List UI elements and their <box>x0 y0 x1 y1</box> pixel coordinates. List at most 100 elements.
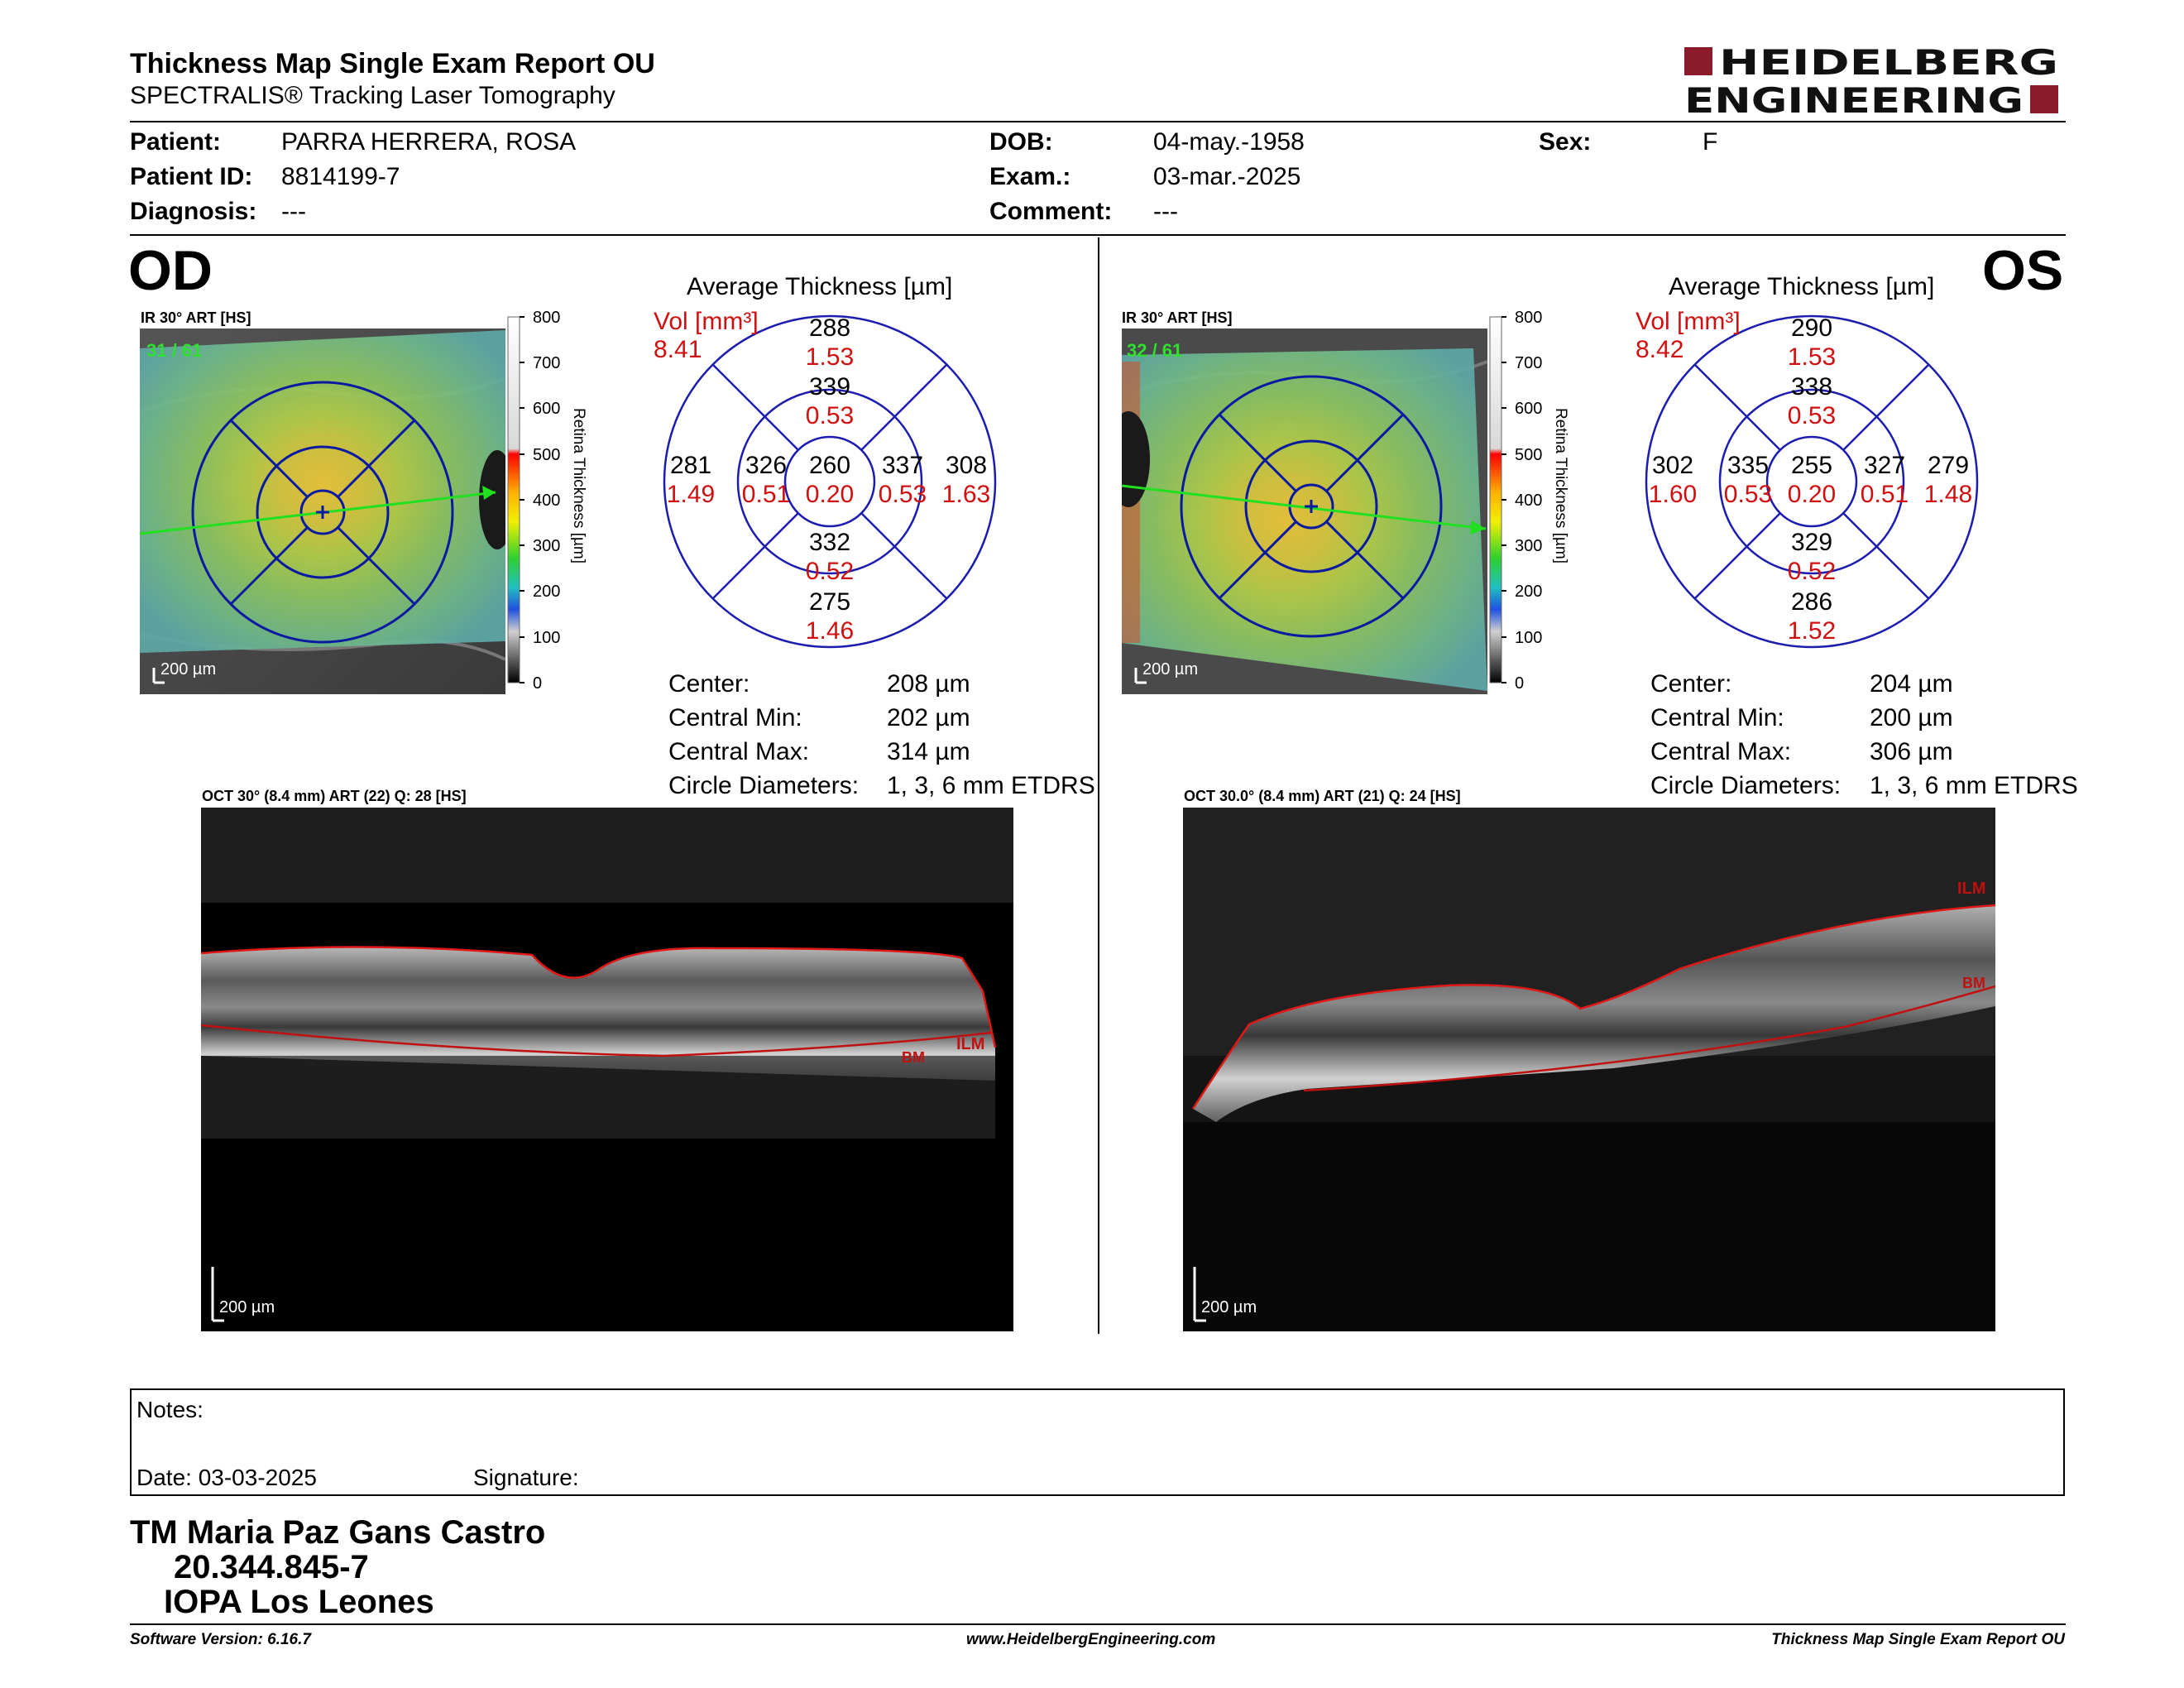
os-cbar-tick: 500 <box>1515 446 1542 464</box>
patient-id: 8814199-7 <box>281 163 400 190</box>
os-fundus-thickness-map: 32 / 61 200 µm <box>1107 328 1488 694</box>
os-cbar-tick: 700 <box>1515 354 1542 372</box>
od-outer-right-thickness: 308 <box>946 452 987 479</box>
os-inner-top-volume: 0.53 <box>1788 402 1836 429</box>
header-divider <box>130 121 2066 122</box>
notes-label: Notes: <box>136 1397 204 1422</box>
os-outer-right-thickness: 279 <box>1928 452 1969 479</box>
footer-website[interactable]: www.HeidelbergEngineering.com <box>966 1631 1216 1648</box>
od-central-max-value: 314 µm <box>887 738 970 765</box>
os-etdrs-grid: 290 1.53 338 0.53 255 0.20 335 0.53 327 … <box>1636 306 1991 662</box>
od-cbar-tick: 700 <box>533 354 560 372</box>
os-inner-left-volume: 0.53 <box>1724 481 1772 508</box>
comment-label: Comment: <box>989 198 1113 225</box>
patient-name: PARRA HERRERA, ROSA <box>281 128 577 156</box>
od-eye-label: OD <box>128 239 213 302</box>
od-center-thickness: 260 <box>809 452 850 479</box>
od-center-volume: 0.20 <box>806 481 854 508</box>
od-outer-bottom-volume: 1.46 <box>806 617 854 645</box>
os-inner-right-volume: 0.51 <box>1861 481 1909 508</box>
os-outer-bottom-volume: 1.52 <box>1788 617 1836 645</box>
footer-report-name: Thickness Map Single Exam Report OU <box>1771 1631 2065 1648</box>
logo-line1: HEIDELBERG <box>1719 43 2058 83</box>
logo-square-top <box>1684 47 1712 75</box>
footer-divider <box>130 1623 2066 1625</box>
exam-label: Exam.: <box>989 163 1071 190</box>
od-inner-top-thickness: 339 <box>809 373 850 400</box>
os-circle-diam-label: Circle Diameters: <box>1650 772 1842 799</box>
os-central-max-value: 306 µm <box>1870 738 1953 765</box>
od-inner-left-thickness: 326 <box>745 452 787 479</box>
os-outer-right-volume: 1.48 <box>1924 481 1972 508</box>
od-cbar-tick: 800 <box>533 310 560 327</box>
patient-label: Patient: <box>130 128 222 156</box>
signer-name: TM Maria Paz Gans Castro <box>130 1514 546 1551</box>
notes-box[interactable]: Notes: Date: 03-03-2025 Signature: <box>130 1388 2065 1496</box>
os-colorbar: 800 700 600 500 400 300 200 100 0 Retina… <box>1488 309 1571 693</box>
comment-value: --- <box>1153 198 1178 225</box>
od-cbar-tick: 300 <box>533 537 560 555</box>
od-oct-header: OCT 30° (8.4 mm) ART (22) Q: 28 [HS] <box>202 788 467 804</box>
os-outer-bottom-thickness: 286 <box>1791 588 1832 616</box>
od-cbar-tick: 600 <box>533 400 560 418</box>
os-avg-title: Average Thickness [µm] <box>1669 273 1935 300</box>
od-etdrs-grid: 288 1.53 339 0.53 260 0.20 326 0.51 337 … <box>654 306 1009 662</box>
os-center-value: 204 µm <box>1870 670 1953 698</box>
signer-id: 20.344.845-7 <box>174 1549 369 1585</box>
sex-label: Sex: <box>1539 128 1592 156</box>
os-center-label: Center: <box>1650 670 1732 698</box>
diagnosis-label: Diagnosis: <box>130 198 257 225</box>
heidelberg-logo: HEIDELBERG ENGINEERING <box>1684 42 2065 121</box>
os-circle-diam-value: 1, 3, 6 mm ETDRS <box>1870 772 2078 799</box>
os-central-max-label: Central Max: <box>1650 738 1792 765</box>
od-cbar-label: Retina Thickness [µm] <box>570 408 587 563</box>
od-inner-bottom-volume: 0.52 <box>806 558 854 585</box>
signer-institution: IOPA Los Leones <box>164 1584 434 1620</box>
od-center-label: Center: <box>668 670 750 698</box>
od-oct-bscan: ILM BM 200 µm <box>200 808 1013 1331</box>
od-inner-left-volume: 0.51 <box>742 481 790 508</box>
od-oct-scale: 200 µm <box>219 1298 275 1316</box>
os-cbar-tick: 600 <box>1515 400 1542 418</box>
od-central-min-value: 202 µm <box>887 704 970 731</box>
os-cbar-tick: 400 <box>1515 492 1542 510</box>
od-map-scale: 200 µm <box>160 660 216 679</box>
os-outer-left-thickness: 302 <box>1652 452 1693 479</box>
od-inner-top-volume: 0.53 <box>806 402 854 429</box>
os-cbar-tick: 800 <box>1515 310 1542 327</box>
os-cbar-tick: 0 <box>1515 674 1524 691</box>
od-outer-left-thickness: 281 <box>670 452 711 479</box>
os-center-volume: 0.20 <box>1788 481 1836 508</box>
os-oct-header: OCT 30.0° (8.4 mm) ART (21) Q: 24 [HS] <box>1184 788 1461 804</box>
logo-square-bottom <box>2030 85 2058 113</box>
od-circle-diam-label: Circle Diameters: <box>668 772 860 799</box>
eye-divider <box>1098 237 1099 1334</box>
os-eye-label: OS <box>1982 239 2064 302</box>
os-outer-top-thickness: 290 <box>1791 314 1832 342</box>
signature-label: Signature: <box>473 1465 579 1490</box>
patient-id-label: Patient ID: <box>130 163 253 190</box>
os-cbar-tick: 300 <box>1515 537 1542 555</box>
os-outer-left-volume: 1.60 <box>1649 481 1697 508</box>
od-frames-text: 31 / 61 <box>146 340 202 361</box>
od-fundus-thickness-map: 31 / 61 200 µm <box>139 328 515 694</box>
od-outer-right-volume: 1.63 <box>942 481 990 508</box>
os-center-thickness: 255 <box>1791 452 1832 479</box>
os-frames-text: 32 / 61 <box>1127 340 1182 361</box>
os-ir-header: IR 30° ART [HS] <box>1122 309 1233 326</box>
od-outer-left-volume: 1.49 <box>667 481 715 508</box>
os-ilm-label: ILM <box>1957 880 1985 898</box>
os-outer-top-volume: 1.53 <box>1788 343 1836 371</box>
os-inner-bottom-thickness: 329 <box>1791 529 1832 556</box>
os-inner-bottom-volume: 0.52 <box>1788 558 1836 585</box>
dob-label: DOB: <box>989 128 1053 156</box>
patient-divider <box>130 234 2066 236</box>
od-colorbar: 800 700 600 500 400 300 200 100 0 Retina… <box>506 309 589 693</box>
od-vol-value: 8.41 <box>654 336 702 363</box>
dob-value: 04-may.-1958 <box>1153 128 1305 156</box>
od-cbar-tick: 400 <box>533 492 560 510</box>
report-title: Thickness Map Single Exam Report OU <box>130 48 655 79</box>
od-central-max-label: Central Max: <box>668 738 810 765</box>
od-outer-top-thickness: 288 <box>809 314 850 342</box>
od-center-value: 208 µm <box>887 670 970 698</box>
